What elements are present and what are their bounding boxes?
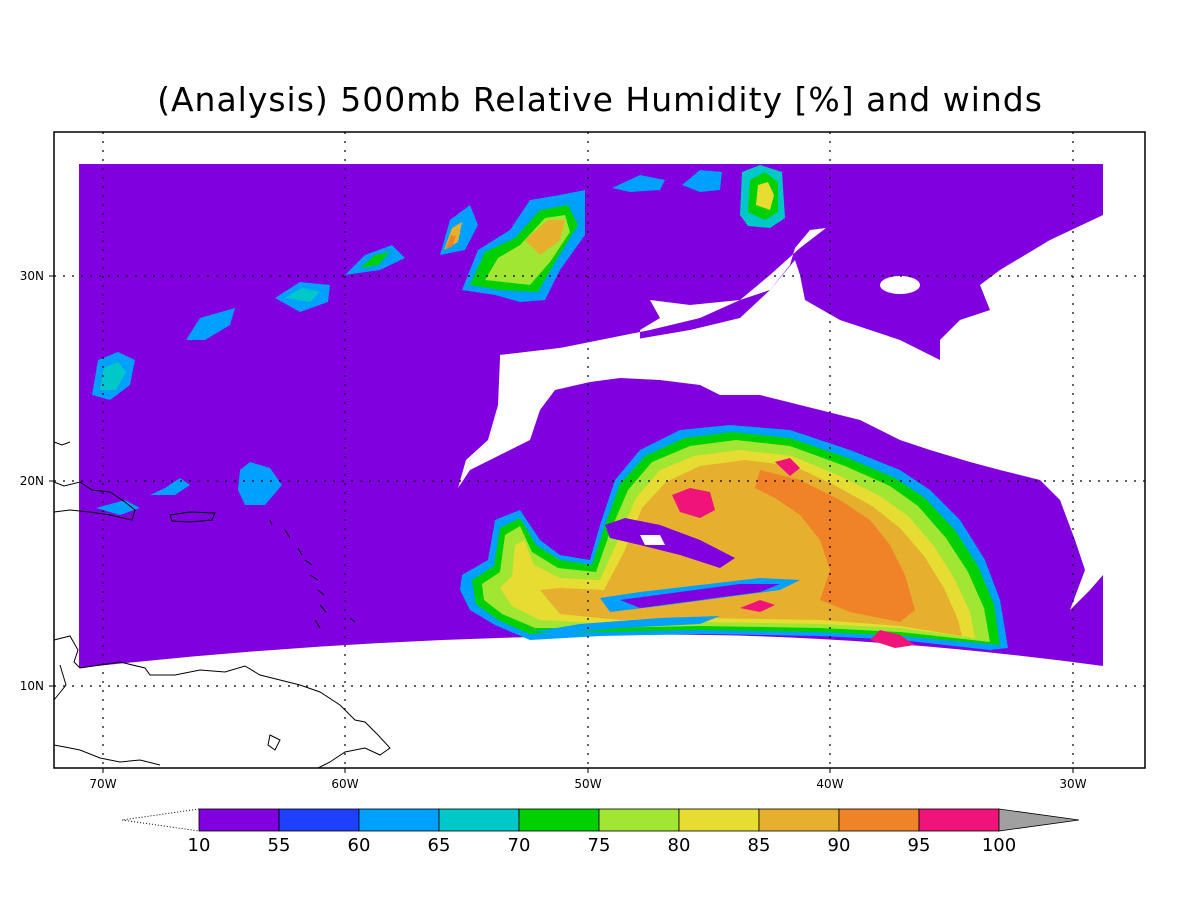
cuba-coast <box>53 441 71 446</box>
hurricane-100 <box>870 630 915 648</box>
trinidad-coast <box>267 734 281 751</box>
axis-ticks <box>49 275 1074 773</box>
colorbar-swatch <box>198 808 280 832</box>
lon-label: 60W <box>331 777 358 791</box>
puerto-rico-coast <box>169 511 216 523</box>
colorbar-label: 100 <box>982 835 1016 856</box>
eye-gap <box>605 518 735 568</box>
colorbar-label: 65 <box>428 835 451 856</box>
hurricane-100 <box>775 458 800 476</box>
dry-region <box>458 215 1103 610</box>
moist-streak <box>96 500 140 515</box>
colorbar-swatch <box>678 808 760 832</box>
colorbar-label: 70 <box>508 835 531 856</box>
map-title: (Analysis) 500mb Relative Humidity [%] a… <box>157 80 1043 119</box>
hurricane-100 <box>672 488 715 518</box>
eye-gap <box>640 535 665 545</box>
dry-region <box>880 276 920 294</box>
moist-streak <box>756 182 774 210</box>
hurricane-95 <box>755 470 915 622</box>
moist-streak <box>238 462 282 505</box>
lon-label: 40W <box>816 777 843 791</box>
colorbar-swatch <box>918 808 1000 832</box>
colorbar-swatch <box>518 808 600 832</box>
colorbar-swatch <box>438 808 520 832</box>
lat-label: 30N <box>20 269 44 283</box>
colorbar-label: 55 <box>268 835 291 856</box>
colorbar-swatch <box>838 808 920 832</box>
moist-streak <box>100 362 126 390</box>
colorbar-swatch <box>278 808 360 832</box>
coastlines <box>53 441 391 769</box>
guyana-coast <box>53 744 161 766</box>
colorbar-label: 90 <box>828 835 851 856</box>
moist-streak <box>186 308 235 340</box>
gridlines <box>54 132 1145 768</box>
moist-streak <box>446 235 456 248</box>
lon-label: 70W <box>89 777 116 791</box>
colorbar-swatch <box>758 808 840 832</box>
colorbar-label: 75 <box>588 835 611 856</box>
colorbar-label: 10 <box>188 835 211 856</box>
colorbar: 10 55 60 65 70 75 80 85 90 95 100 <box>121 808 1080 856</box>
colorbar-label: 85 <box>748 835 771 856</box>
moist-streak <box>360 252 390 268</box>
venezuela-coast <box>53 635 391 769</box>
moist-streak <box>682 170 722 192</box>
hurricane-100 <box>740 600 775 612</box>
humidity-field <box>79 164 1103 668</box>
colorbar-label: 95 <box>908 835 931 856</box>
colorbar-left-arrow <box>121 808 200 832</box>
hispaniola-coast <box>53 481 136 521</box>
moist-streak <box>525 220 565 255</box>
lake-maracaibo <box>53 664 67 701</box>
lon-label: 30W <box>1059 777 1086 791</box>
colorbar-swatch <box>358 808 440 832</box>
lon-label: 50W <box>574 777 601 791</box>
moist-streak <box>150 478 190 495</box>
moist-streak <box>612 175 665 192</box>
colorbar-swatch <box>598 808 680 832</box>
lesser-antilles <box>269 519 356 629</box>
lat-label: 20N <box>20 474 44 488</box>
colorbar-label: 80 <box>668 835 691 856</box>
spiral-gap <box>620 584 780 608</box>
colorbar-label: 60 <box>348 835 371 856</box>
moist-streak <box>285 288 320 302</box>
spiral-gap <box>532 616 720 634</box>
lat-label: 10N <box>20 679 44 693</box>
colorbar-right-arrow <box>998 808 1080 832</box>
